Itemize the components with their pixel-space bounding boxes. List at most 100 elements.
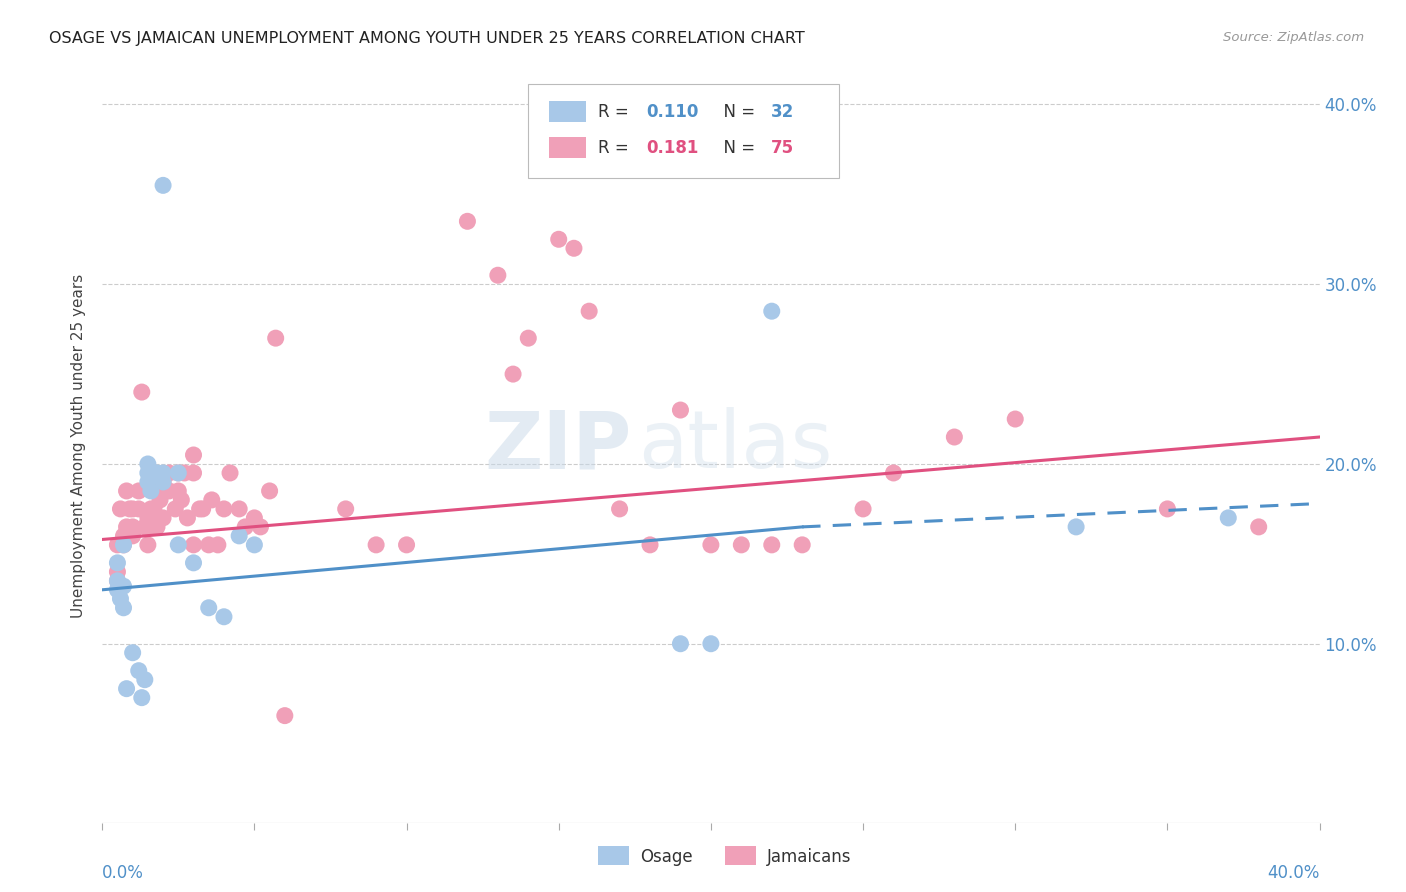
Point	[131, 690, 153, 705]
Point	[152, 475, 174, 489]
Text: R =: R =	[598, 103, 634, 120]
Point	[157, 466, 180, 480]
Point	[128, 664, 150, 678]
Point	[121, 520, 143, 534]
Point	[191, 502, 214, 516]
Point	[107, 574, 129, 588]
Point	[456, 214, 478, 228]
Text: N =: N =	[713, 139, 761, 157]
Point	[121, 502, 143, 516]
Point	[118, 502, 141, 516]
Point	[173, 466, 195, 480]
Point	[107, 556, 129, 570]
Point	[943, 430, 966, 444]
Point	[274, 708, 297, 723]
Point	[578, 304, 600, 318]
Point	[128, 502, 150, 516]
Point	[112, 538, 135, 552]
Point	[669, 403, 692, 417]
Point	[1247, 520, 1270, 534]
Point	[1156, 502, 1178, 516]
Text: Source: ZipAtlas.com: Source: ZipAtlas.com	[1223, 31, 1364, 45]
Point	[112, 600, 135, 615]
Point	[165, 502, 187, 516]
Point	[167, 538, 190, 552]
Y-axis label: Unemployment Among Youth under 25 years: Unemployment Among Youth under 25 years	[72, 274, 86, 618]
Point	[134, 520, 156, 534]
Point	[366, 538, 388, 552]
Point	[609, 502, 631, 516]
Text: 0.110: 0.110	[647, 103, 699, 120]
Point	[1218, 511, 1240, 525]
Point	[517, 331, 540, 345]
Text: 0.181: 0.181	[647, 139, 699, 157]
Point	[112, 538, 135, 552]
Text: ZIP: ZIP	[485, 407, 631, 485]
Point	[167, 466, 190, 480]
Point	[183, 448, 205, 462]
Point	[264, 331, 287, 345]
Point	[700, 637, 723, 651]
Point	[136, 466, 159, 480]
Point	[128, 483, 150, 498]
Point	[249, 520, 271, 534]
Point	[121, 646, 143, 660]
Point	[152, 178, 174, 193]
Point	[149, 492, 172, 507]
Point	[107, 565, 129, 579]
Text: OSAGE VS JAMAICAN UNEMPLOYMENT AMONG YOUTH UNDER 25 YEARS CORRELATION CHART: OSAGE VS JAMAICAN UNEMPLOYMENT AMONG YOU…	[49, 31, 806, 46]
Point	[219, 466, 242, 480]
Point	[115, 483, 138, 498]
Point	[700, 538, 723, 552]
Point	[243, 511, 266, 525]
Point	[155, 483, 177, 498]
Point	[110, 591, 132, 606]
Text: 40.0%: 40.0%	[1267, 863, 1320, 881]
Text: 0.0%: 0.0%	[103, 863, 143, 881]
Text: atlas: atlas	[638, 407, 832, 485]
Point	[115, 681, 138, 696]
Point	[176, 511, 198, 525]
Point	[146, 520, 169, 534]
Point	[134, 673, 156, 687]
Point	[183, 466, 205, 480]
Text: 32: 32	[770, 103, 794, 120]
Point	[107, 538, 129, 552]
Point	[188, 502, 211, 516]
Point	[183, 538, 205, 552]
Point	[792, 538, 814, 552]
Point	[335, 502, 357, 516]
Point	[112, 529, 135, 543]
Point	[547, 232, 569, 246]
Point	[638, 538, 661, 552]
Point	[152, 475, 174, 489]
Point	[136, 538, 159, 552]
Point	[167, 483, 190, 498]
Point	[136, 511, 159, 525]
Text: N =: N =	[713, 103, 761, 120]
Point	[761, 304, 783, 318]
Text: 75: 75	[770, 139, 793, 157]
Point	[107, 582, 129, 597]
Point	[669, 637, 692, 651]
Point	[761, 538, 783, 552]
Point	[882, 466, 904, 480]
Text: R =: R =	[598, 139, 634, 157]
Point	[110, 502, 132, 516]
Point	[115, 520, 138, 534]
Point	[136, 475, 159, 489]
Text: Jamaicans: Jamaicans	[768, 848, 852, 866]
Point	[212, 609, 235, 624]
Point	[486, 268, 509, 283]
Point	[201, 492, 224, 507]
Point	[502, 367, 524, 381]
Point	[207, 538, 229, 552]
Point	[233, 520, 256, 534]
Point	[228, 502, 250, 516]
Point	[139, 502, 162, 516]
Point	[183, 556, 205, 570]
Point	[146, 466, 169, 480]
Point	[212, 502, 235, 516]
Point	[121, 529, 143, 543]
Point	[136, 520, 159, 534]
